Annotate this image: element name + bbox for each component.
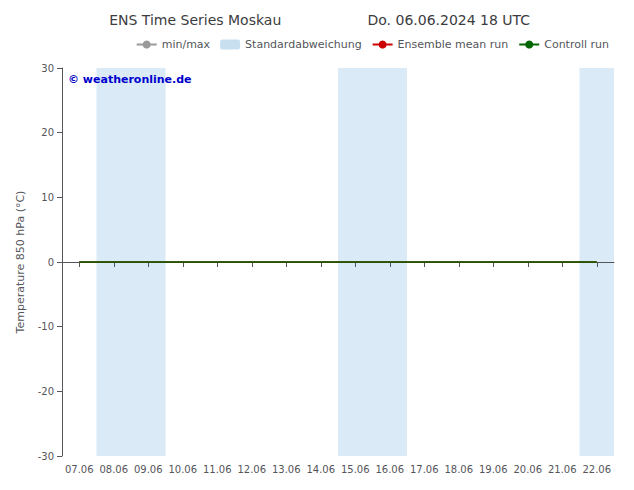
svg-text:11.06: 11.06 <box>203 464 232 475</box>
svg-text:10: 10 <box>41 192 54 203</box>
svg-text:20.06: 20.06 <box>513 464 542 475</box>
svg-text:min/max: min/max <box>162 38 211 51</box>
svg-text:12.06: 12.06 <box>237 464 266 475</box>
svg-text:08.06: 08.06 <box>99 464 128 475</box>
svg-text:-20: -20 <box>38 386 54 397</box>
svg-text:20: 20 <box>41 127 54 138</box>
svg-text:07.06: 07.06 <box>65 464 94 475</box>
svg-text:Do. 06.06.2024 18 UTC: Do. 06.06.2024 18 UTC <box>367 12 530 28</box>
svg-text:-10: -10 <box>38 321 54 332</box>
svg-text:18.06: 18.06 <box>444 464 473 475</box>
svg-text:30: 30 <box>41 63 54 74</box>
svg-text:Standardabweichung: Standardabweichung <box>245 38 362 51</box>
svg-text:-30: -30 <box>38 451 54 462</box>
svg-text:14.06: 14.06 <box>306 464 335 475</box>
svg-text:16.06: 16.06 <box>375 464 404 475</box>
svg-text:Temperature 850 hPa (°C): Temperature 850 hPa (°C) <box>14 191 27 335</box>
svg-text:13.06: 13.06 <box>272 464 301 475</box>
svg-text:Ensemble mean run: Ensemble mean run <box>398 38 509 51</box>
svg-text:15.06: 15.06 <box>341 464 370 475</box>
svg-text:17.06: 17.06 <box>410 464 439 475</box>
svg-text:22.06: 22.06 <box>582 464 611 475</box>
svg-text:19.06: 19.06 <box>479 464 508 475</box>
svg-text:Controll run: Controll run <box>544 38 609 51</box>
svg-text:ENS Time Series Moskau: ENS Time Series Moskau <box>109 12 281 28</box>
svg-text:© weatheronline.de: © weatheronline.de <box>68 73 192 86</box>
svg-text:21.06: 21.06 <box>548 464 577 475</box>
svg-text:10.06: 10.06 <box>168 464 197 475</box>
svg-text:0: 0 <box>48 257 54 268</box>
svg-text:09.06: 09.06 <box>134 464 163 475</box>
